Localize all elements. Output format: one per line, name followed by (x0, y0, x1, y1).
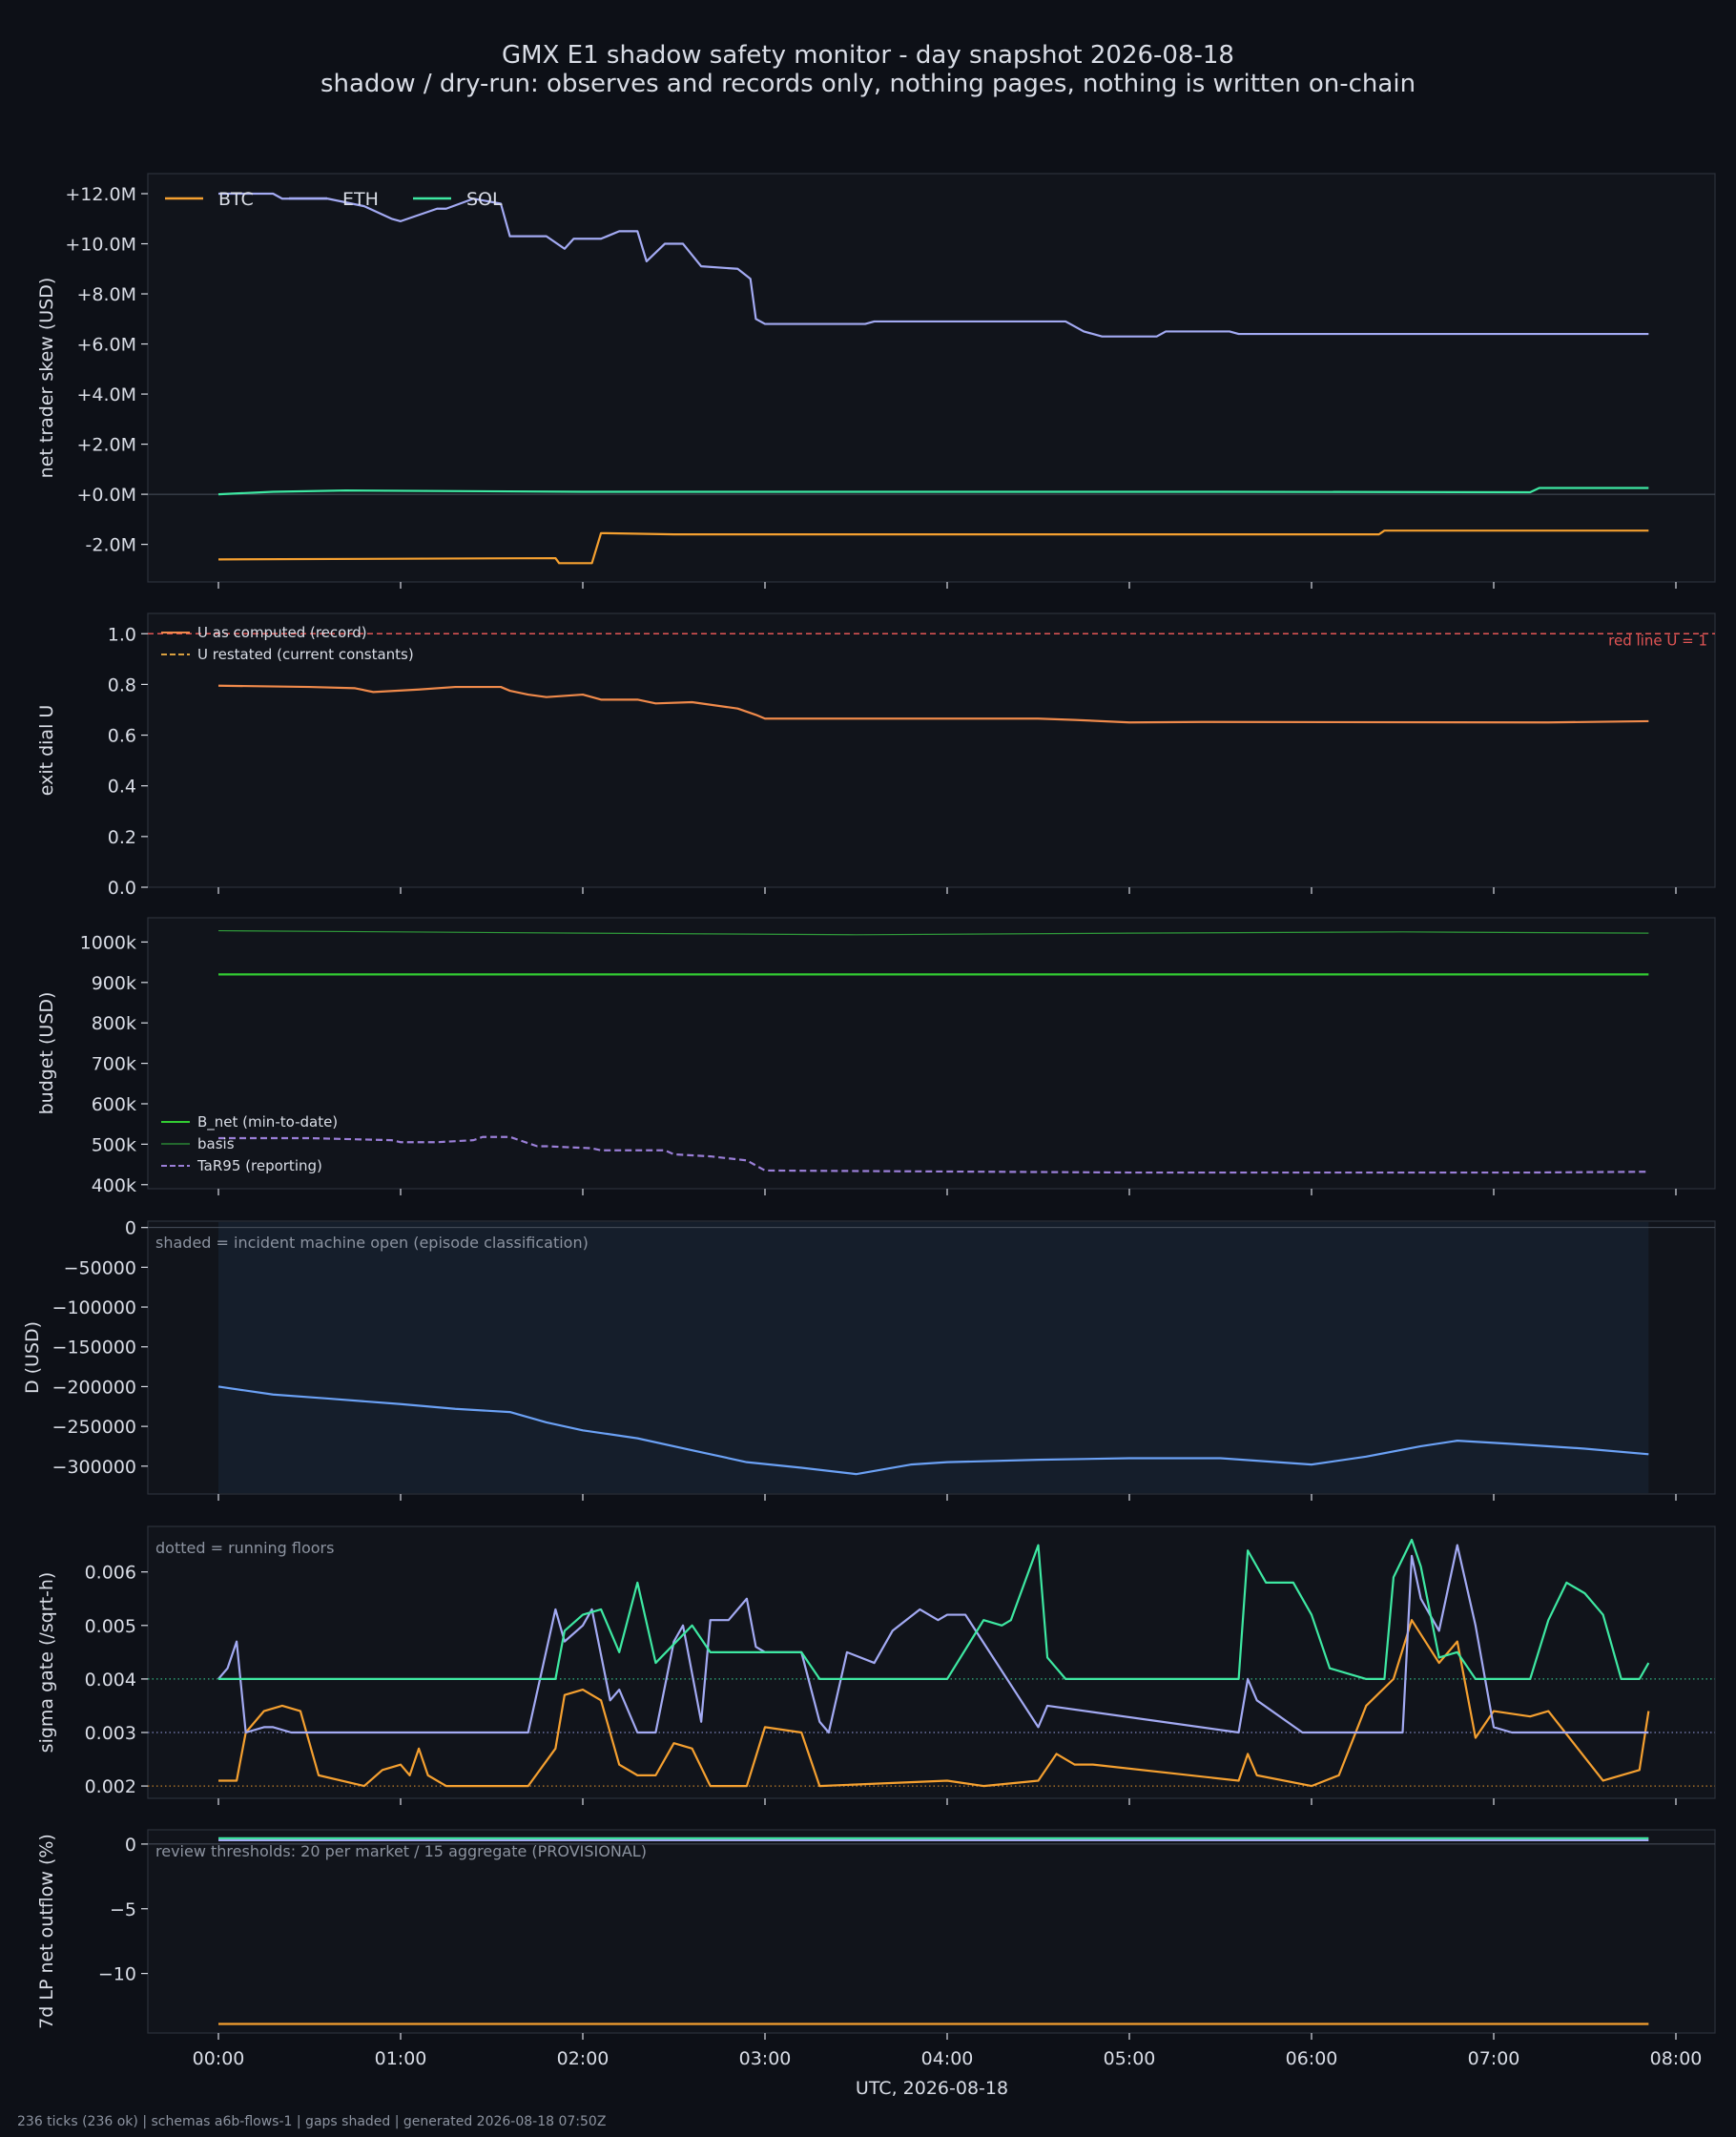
red-line-annotation: red line U = 1 (1608, 632, 1707, 649)
x-tick-label: 05:00 (1104, 2048, 1156, 2069)
series-line-eth (218, 192, 1649, 338)
y-tick-label: −5 (110, 1899, 136, 1920)
y-tick-label: +12.0M (65, 184, 136, 205)
plot-area (147, 1525, 1716, 1799)
x-tick-label: 02:00 (557, 2048, 610, 2069)
y-tick-label: −10 (98, 1964, 136, 1985)
series-line-tar95-reporting- (218, 1135, 1649, 1174)
series-line-sol (217, 487, 1649, 496)
series-line-btc (217, 529, 1649, 565)
y-axis-label: net trader skew (USD) (36, 278, 57, 479)
y-tick-label: 0.2 (108, 827, 136, 848)
panel-note: shaded = incident machine open (episode … (155, 1234, 589, 1252)
y-tick-label: +10.0M (65, 235, 136, 256)
y-tick-label: 0.8 (108, 674, 136, 695)
y-tick-label: 0.004 (85, 1670, 136, 1691)
x-tick-label: 04:00 (921, 2048, 974, 2069)
x-tick-label: 06:00 (1286, 2048, 1338, 2069)
panel-note: dotted = running floors (155, 1539, 334, 1557)
y-axis-label: budget (USD) (36, 992, 57, 1115)
incident-shaded-region (218, 1222, 1649, 1493)
plot-area (147, 917, 1716, 1190)
chart-panels: -2.0M +0.0M +2.0M +4.0M +6.0M +8.0M +10.0M +12.… (22, 173, 1716, 2099)
y-tick-label: 1.0 (108, 624, 136, 645)
x-tick-label: 00:00 (193, 2048, 245, 2069)
panel-skew: -2.0M +0.0M +2.0M +4.0M +6.0M +8.0M +10.0M +12.… (36, 173, 1716, 589)
legend-label: B_net (min-to-date) (197, 1113, 338, 1131)
y-tick-label: 600k (92, 1094, 136, 1115)
legend-label: TaR95 (reporting) (196, 1157, 322, 1174)
legend-label: ETH (342, 189, 379, 210)
y-tick-label: +0.0M (76, 485, 136, 506)
y-tick-label: 400k (92, 1175, 136, 1196)
y-tick-label: 0.002 (85, 1776, 136, 1797)
y-tick-label: 0.0 (108, 878, 136, 899)
y-tick-label: 0.005 (85, 1616, 136, 1637)
y-tick-label: 0.003 (85, 1723, 136, 1744)
y-tick-label: 700k (92, 1054, 136, 1075)
legend-label: BTC (218, 189, 254, 210)
footer-status: 236 ticks (236 ok) | schemas a6b-flows-1… (17, 2114, 606, 2129)
legend-label: SOL (466, 189, 503, 210)
y-tick-label: 0.6 (108, 726, 136, 747)
y-tick-label: 0 (125, 1835, 136, 1856)
legend-label: U restated (current constants) (197, 646, 414, 663)
y-tick-label: +4.0M (76, 384, 136, 405)
y-tick-label: −200000 (52, 1377, 136, 1398)
y-tick-label: −300000 (52, 1457, 136, 1478)
series-line-btc (218, 1619, 1650, 1788)
y-axis-label: sigma gate (/sqrt-h) (36, 1572, 57, 1753)
panel-note: review thresholds: 20 per market / 15 ag… (155, 1842, 647, 1860)
legend-label: U as computed (record) (197, 624, 367, 641)
x-tick-label: 07:00 (1468, 2048, 1520, 2069)
x-tick-label: 08:00 (1650, 2048, 1703, 2069)
x-axis-label: UTC, 2026-08-18 (856, 2078, 1008, 2099)
series-line-sol (218, 1538, 1650, 1680)
panel-exit_dial: 0.0 0.2 0.4 0.6 0.8 1.0 exit dial U red line U … (36, 612, 1716, 899)
x-tick-label: 01:00 (375, 2048, 427, 2069)
series-line-u-as-computed-record- (217, 684, 1649, 724)
y-tick-label: 500k (92, 1134, 136, 1155)
plot-area (147, 173, 1716, 583)
y-tick-label: 0.4 (108, 777, 136, 798)
y-axis-label: exit dial U (36, 705, 57, 797)
plot-area (147, 1829, 1716, 2034)
x-tick-label: 03:00 (739, 2048, 792, 2069)
legend-label: basis (197, 1135, 235, 1152)
figure-subtitle: shadow / dry-run: observes and records o… (320, 70, 1416, 98)
y-tick-label: −250000 (52, 1417, 136, 1438)
y-tick-label: 0 (125, 1218, 136, 1239)
y-tick-label: −100000 (52, 1297, 136, 1318)
y-tick-label: +8.0M (76, 284, 136, 305)
y-tick-label: 0.006 (85, 1563, 136, 1584)
series-line-basis (217, 929, 1649, 936)
y-tick-label: +2.0M (76, 435, 136, 456)
y-tick-label: 1000k (80, 932, 136, 953)
y-tick-label: 900k (92, 973, 136, 994)
y-tick-label: −50000 (64, 1257, 136, 1278)
y-tick-label: -2.0M (86, 535, 136, 556)
y-axis-label: D (USD) (22, 1321, 43, 1394)
plot-area (147, 612, 1716, 888)
y-tick-label: −150000 (52, 1338, 136, 1359)
y-tick-label: 800k (92, 1013, 136, 1034)
panel-d_usd: −300000 −250000 −200000 −150000 −100000 −5000… (22, 1218, 1716, 1501)
figure-title: GMX E1 shadow safety monitor - day snaps… (502, 41, 1234, 70)
series-line-d (217, 1385, 1649, 1476)
y-axis-label: 7d LP net outflow (%) (36, 1834, 57, 2029)
panel-lp_outflow: −10 −5 0 7d LP net outflow (%) review thresh… (36, 1829, 1716, 2099)
y-tick-label: +6.0M (76, 335, 136, 356)
panel-budget: 400k 500k 600k 700k 800k 900k 1000k budget (USD… (36, 917, 1716, 1196)
panel-sigma: 0.002 0.003 0.004 0.005 0.006 sigma gate (/sq… (36, 1525, 1716, 1805)
